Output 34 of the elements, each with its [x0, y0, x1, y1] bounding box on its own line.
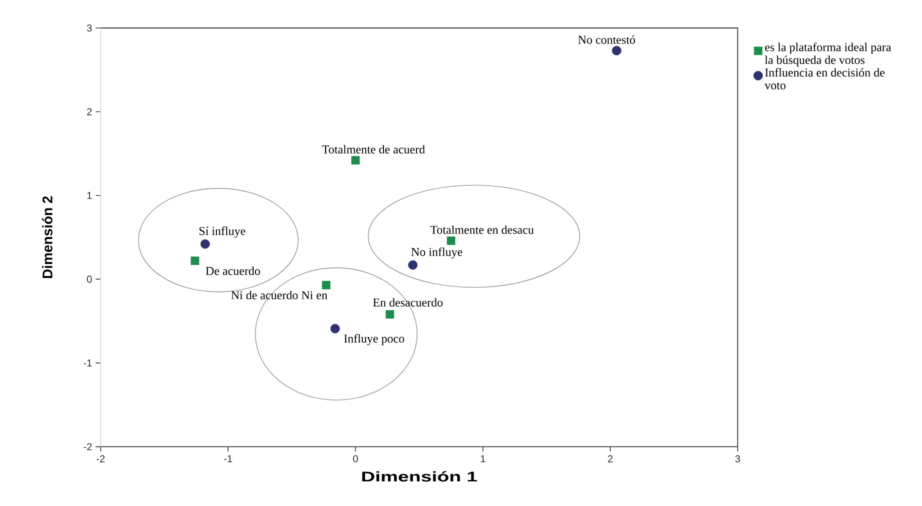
annotation: No contestó — [578, 35, 636, 44]
point — [322, 280, 330, 290]
y-tick-label: 0 — [87, 276, 92, 283]
point — [200, 239, 210, 249]
point — [190, 256, 200, 265]
annotation: Totalmente de acuerd — [322, 145, 425, 154]
y-tick-label: 2 — [87, 108, 92, 116]
point — [408, 260, 418, 270]
annotation: Influye poco — [344, 334, 404, 346]
annotation: De acuerdo — [206, 266, 260, 276]
point — [330, 324, 340, 334]
y-axis-title: Dimensión 2 — [42, 196, 52, 278]
x-tick-label: 3 — [735, 455, 740, 462]
x-tick-label: -1 — [224, 455, 232, 462]
annotation: No influye — [411, 247, 462, 258]
point — [351, 156, 360, 165]
y-tick-label: 1 — [87, 192, 92, 199]
x-tick-label: 2 — [608, 455, 613, 462]
point — [386, 310, 394, 319]
annotation: Ni de acuerdo Ni en — [231, 290, 328, 300]
annotation: Sí influye — [199, 226, 246, 238]
legend-label: Influencia en decisión de voto — [764, 68, 885, 90]
y-tick-label: 3 — [86, 24, 92, 32]
y-tick-label: -1 — [84, 360, 92, 366]
x-tick-label: -2 — [96, 455, 105, 462]
x-axis-title: Dimensión 1 — [362, 471, 477, 482]
point — [446, 236, 456, 245]
point — [612, 46, 622, 56]
y-tick-label: -2 — [84, 443, 92, 450]
x-tick-label: 0 — [353, 455, 358, 462]
legend-label: es la plataforma ideal para la búsqueda de votos — [764, 42, 892, 66]
annotation: Totalmente en desacu — [430, 225, 534, 234]
x-tick-label: 1 — [480, 455, 486, 462]
annotation: En desacuerdo — [373, 298, 443, 307]
